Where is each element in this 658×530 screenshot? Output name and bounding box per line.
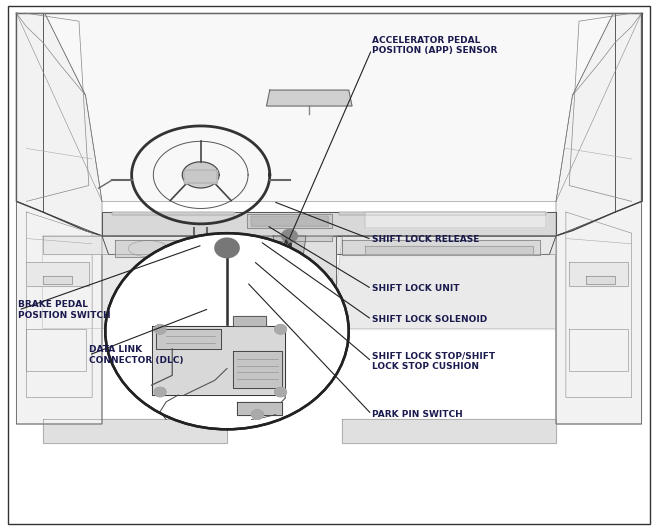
Polygon shape [222,255,247,262]
Polygon shape [251,216,328,226]
Polygon shape [342,236,556,254]
Polygon shape [154,387,166,397]
Polygon shape [115,240,237,257]
Polygon shape [207,240,232,252]
Polygon shape [43,276,72,284]
Polygon shape [182,162,219,188]
Text: PARK PIN SWITCH: PARK PIN SWITCH [372,410,463,419]
Polygon shape [233,315,266,326]
Text: DATA LINK
CONNECTOR (DLC): DATA LINK CONNECTOR (DLC) [89,346,184,365]
Polygon shape [26,212,92,398]
Polygon shape [151,326,286,395]
Polygon shape [365,246,533,254]
Polygon shape [339,212,546,215]
Polygon shape [275,387,286,397]
Polygon shape [273,236,306,260]
Polygon shape [184,170,217,183]
Polygon shape [102,236,556,254]
Polygon shape [237,402,282,414]
Polygon shape [43,236,227,254]
Polygon shape [569,262,628,286]
Polygon shape [556,201,642,424]
Polygon shape [569,329,628,371]
Polygon shape [556,13,642,424]
Polygon shape [266,90,352,106]
Polygon shape [255,278,332,294]
Polygon shape [247,214,332,228]
Polygon shape [215,238,240,258]
Polygon shape [16,201,102,424]
Polygon shape [253,236,332,241]
Text: SHIFT LOCK SOLENOID: SHIFT LOCK SOLENOID [372,315,487,324]
Polygon shape [154,324,166,334]
Polygon shape [10,8,648,522]
Polygon shape [43,419,227,443]
Polygon shape [26,262,89,286]
Polygon shape [342,240,540,255]
Polygon shape [16,13,102,424]
Polygon shape [282,229,297,242]
Text: SHIFT LOCK STOP/SHIFT
LOCK STOP CUSHION: SHIFT LOCK STOP/SHIFT LOCK STOP CUSHION [372,352,495,371]
Polygon shape [26,329,86,371]
Text: SHIFT LOCK RELEASE: SHIFT LOCK RELEASE [372,235,479,244]
Polygon shape [251,410,263,419]
Polygon shape [43,236,250,329]
Polygon shape [157,329,221,349]
Polygon shape [275,324,286,334]
Polygon shape [586,276,615,284]
Polygon shape [233,351,282,388]
Text: ACCELERATOR PEDAL
POSITION (APP) SENSOR: ACCELERATOR PEDAL POSITION (APP) SENSOR [372,36,497,56]
Polygon shape [365,212,546,228]
Text: BRAKE PEDAL
POSITION SWITCH: BRAKE PEDAL POSITION SWITCH [18,301,111,320]
Polygon shape [102,212,556,236]
Polygon shape [342,419,556,443]
Circle shape [105,233,349,429]
Polygon shape [16,13,642,201]
Polygon shape [250,236,336,344]
Polygon shape [112,212,234,215]
Polygon shape [332,236,556,329]
Polygon shape [258,297,330,339]
Polygon shape [566,212,632,398]
Text: SHIFT LOCK UNIT: SHIFT LOCK UNIT [372,285,459,293]
